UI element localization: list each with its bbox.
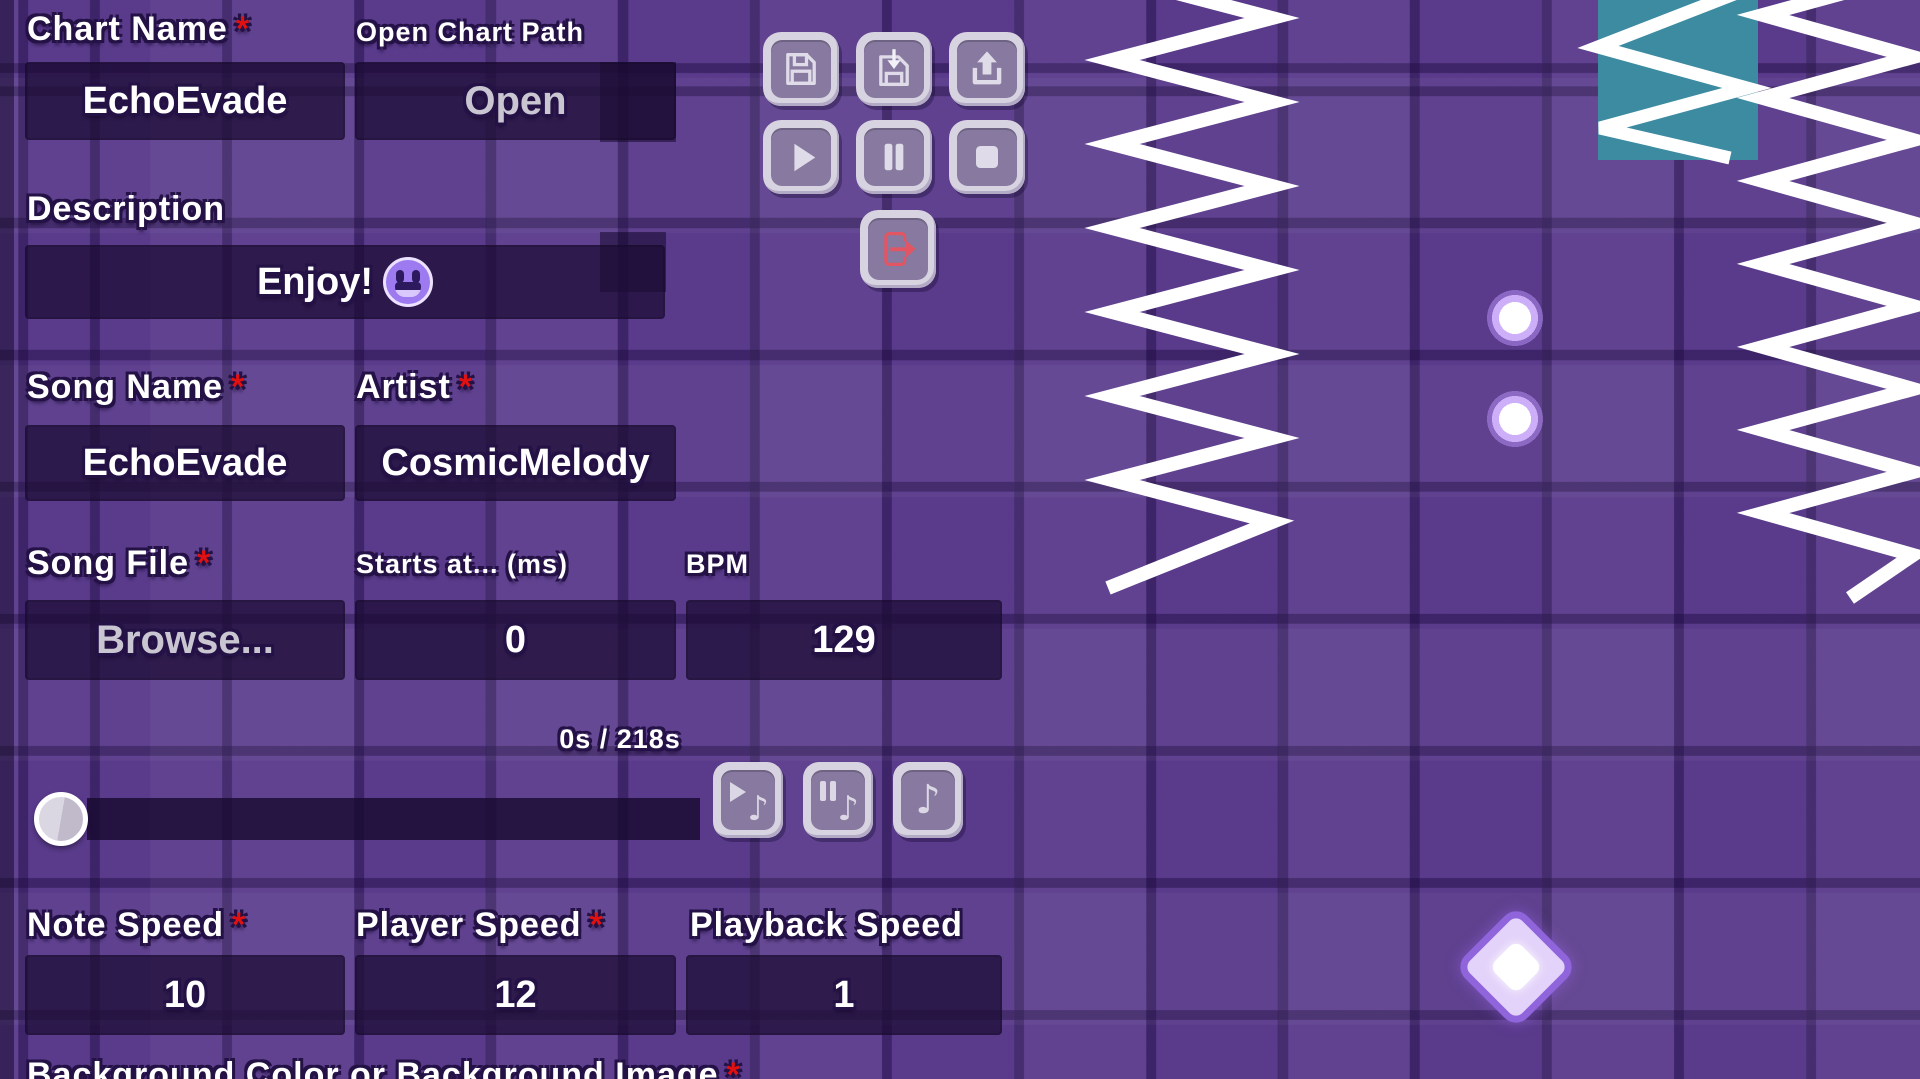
bpm-input[interactable]: 129 — [686, 600, 1002, 680]
player-diamond — [1453, 904, 1579, 1030]
song-name-input[interactable]: EchoEvade — [25, 425, 345, 501]
player-speed-label: Player Speed * — [356, 906, 604, 944]
note-icon: ♪ — [901, 770, 955, 830]
song-name-label: Song Name * — [27, 368, 246, 406]
artist-label: Artist * — [356, 368, 474, 406]
required-asterisk: * — [197, 544, 212, 582]
stop-icon — [957, 128, 1017, 186]
open-chart-path-label: Open Chart Path — [356, 17, 585, 47]
description-label: Description — [27, 190, 226, 228]
song-time-display: 0s / 218s — [559, 724, 681, 754]
load-chart-button[interactable] — [856, 32, 932, 106]
export-up-icon — [957, 40, 1017, 98]
bpm-label: BPM — [686, 549, 749, 579]
required-asterisk: * — [232, 906, 247, 944]
required-asterisk: * — [231, 368, 246, 406]
background-setting-label: Background Color or Background Image * — [27, 1056, 741, 1079]
chart-name-input[interactable]: EchoEvade — [25, 62, 345, 140]
zigzag-obstacle-left — [1084, 0, 1300, 595]
play-song-button[interactable]: ♪ — [713, 762, 783, 838]
zigzag-obstacle-right — [1736, 0, 1920, 604]
song-seek-track[interactable] — [87, 798, 700, 840]
note-speed-input[interactable]: 10 — [25, 955, 345, 1035]
note-speed-label: Note Speed * — [27, 906, 247, 944]
required-asterisk: * — [589, 906, 604, 944]
floppy-load-icon — [864, 40, 924, 98]
playback-speed-label: Playback Speed — [690, 906, 963, 944]
pause-icon — [864, 128, 924, 186]
required-asterisk: * — [726, 1056, 741, 1079]
stop-song-button[interactable]: ♪ — [893, 762, 963, 838]
export-chart-button[interactable] — [949, 32, 1025, 106]
artist-input[interactable]: CosmicMelody — [355, 425, 676, 501]
note-pause-icon: ♪ — [811, 770, 865, 830]
save-chart-button[interactable] — [763, 32, 839, 106]
chart-name-label: Chart Name * — [27, 10, 251, 48]
playback-speed-input[interactable]: 1 — [686, 955, 1002, 1035]
note-circle — [1486, 390, 1544, 448]
teal-block — [1598, 0, 1758, 160]
play-icon — [771, 128, 831, 186]
description-input[interactable]: Enjoy! — [25, 245, 665, 319]
exit-editor-button[interactable] — [860, 210, 936, 288]
required-asterisk: * — [235, 10, 251, 48]
grinning-emoji-icon — [383, 257, 434, 307]
required-asterisk: * — [458, 368, 474, 406]
floppy-save-icon — [771, 40, 831, 98]
open-chart-button[interactable]: Open — [355, 62, 676, 140]
player-speed-input[interactable]: 12 — [355, 955, 676, 1035]
song-seek-handle[interactable] — [34, 792, 88, 846]
pause-button[interactable] — [856, 120, 932, 194]
note-play-icon: ♪ — [721, 770, 775, 830]
stop-button[interactable] — [949, 120, 1025, 194]
background-tile — [0, 0, 14, 1079]
play-button[interactable] — [763, 120, 839, 194]
starts-at-input[interactable]: 0 — [355, 600, 676, 680]
pause-song-button[interactable]: ♪ — [803, 762, 873, 838]
song-file-label: Song File * — [27, 544, 212, 582]
browse-song-button[interactable]: Browse... — [25, 600, 345, 680]
note-circle — [1486, 289, 1544, 347]
starts-at-label: Starts at... (ms) — [356, 549, 569, 579]
exit-door-icon — [868, 218, 928, 280]
